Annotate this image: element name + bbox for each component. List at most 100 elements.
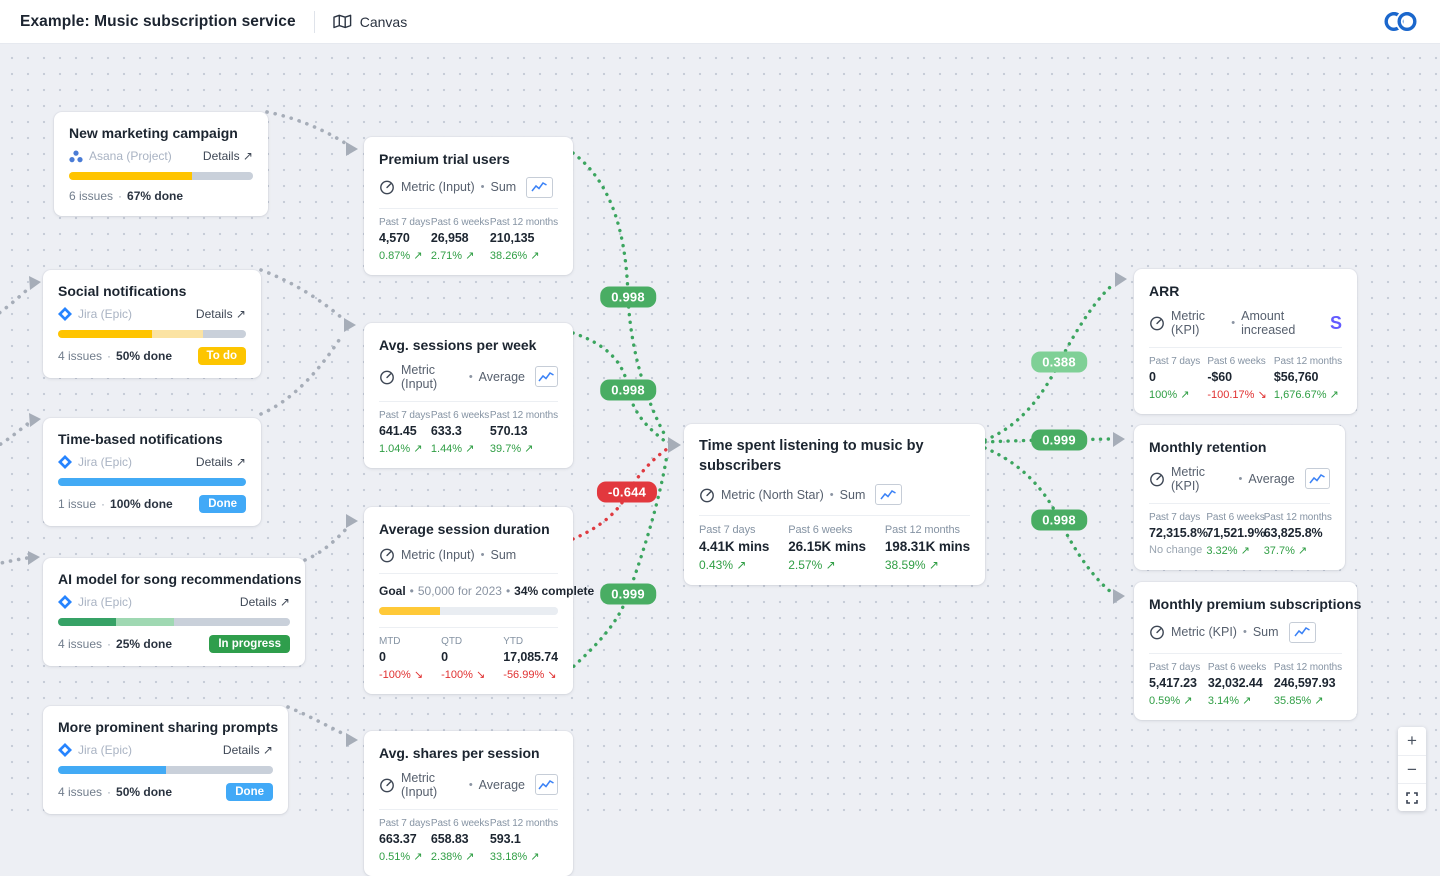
project-card-new-marketing-campaign[interactable]: New marketing campaign Asana (Project) D…	[54, 112, 268, 216]
done-percent: 100% done	[110, 497, 173, 511]
separator: •	[505, 583, 511, 598]
project-card-social-notifications[interactable]: Social notifications Jira (Epic) Details…	[43, 270, 261, 378]
details-link[interactable]: Details ↗	[239, 595, 290, 609]
correlation-badge[interactable]: 0.388	[1031, 351, 1087, 373]
separator: •	[1238, 472, 1243, 485]
stat-value: 570.13	[489, 423, 528, 438]
fullscreen-button[interactable]	[1398, 783, 1426, 811]
status-badge: Done	[199, 495, 246, 513]
stat-label: Past 6 weeks	[430, 817, 490, 829]
correlation-badge[interactable]: 0.998	[600, 286, 656, 308]
connector-timebased-avgsessions	[259, 332, 345, 416]
stat-value: 0	[379, 649, 386, 664]
details-link[interactable]: Details ↗	[195, 455, 246, 469]
stat-value: 210,135	[489, 230, 535, 245]
stat-value: 0	[441, 649, 448, 664]
top-bar: Example: Music subscription service Canv…	[0, 0, 1440, 44]
stat-label: Past 12 months	[489, 409, 558, 421]
chart-icon[interactable]	[535, 366, 558, 388]
separator: •	[1231, 316, 1236, 329]
stat-delta: 0.59% ↗	[1149, 694, 1193, 707]
metric-card-avg-shares-per-session[interactable]: Avg. shares per session Metric (Input) •…	[364, 731, 573, 876]
chart-icon[interactable]	[526, 176, 554, 198]
done-percent: 50% done	[116, 785, 173, 799]
stat-label: Past 7 days	[379, 216, 431, 228]
chart-icon[interactable]	[535, 774, 558, 796]
metric-type: Metric (Input)	[401, 770, 438, 799]
zoom-out-button[interactable]: −	[1398, 755, 1426, 783]
stat-label: Past 6 weeks	[1207, 661, 1267, 673]
header-divider	[313, 10, 315, 33]
done-percent: 67% done	[127, 189, 184, 203]
card-title: Premium trial users	[379, 151, 510, 167]
chart-icon[interactable]	[1288, 621, 1316, 643]
canvas[interactable]: New marketing campaign Asana (Project) D…	[0, 44, 1440, 876]
stat-delta: 33.18% ↗	[489, 850, 540, 863]
chart-icon[interactable]	[875, 484, 903, 506]
stat-label: Past 7 days	[1149, 355, 1201, 367]
details-link[interactable]: Details ↗	[222, 743, 273, 757]
tab-canvas[interactable]: Canvas	[333, 14, 407, 30]
separator: •	[468, 370, 473, 383]
jira-icon	[58, 595, 72, 609]
metric-card-avg-sessions-per-week[interactable]: Avg. sessions per week Metric (Input) • …	[364, 323, 573, 468]
project-card-ai-model[interactable]: AI model for song recommendations Jira (…	[43, 558, 305, 666]
connector-offscreen-aimodel	[0, 556, 29, 566]
stat-label: YTD	[503, 635, 523, 647]
stat-delta: 0.43% ↗	[699, 558, 747, 573]
zoom-in-button[interactable]: +	[1398, 727, 1426, 755]
stat-delta: 3.32% ↗	[1206, 544, 1250, 557]
separator: ·	[107, 349, 112, 363]
separator: •	[409, 583, 414, 598]
jira-icon	[58, 307, 72, 321]
separator: ·	[118, 189, 123, 203]
details-link[interactable]: Details ↗	[195, 307, 246, 321]
metric-aggregation: Amount increased	[1241, 308, 1296, 337]
project-card-time-based-notifications[interactable]: Time-based notifications Jira (Epic) Det…	[43, 418, 261, 526]
card-title: AI model for song recommendations	[58, 571, 302, 587]
source-label: Jira (Epic)	[78, 455, 133, 469]
gauge-icon	[1149, 315, 1165, 331]
separator: ·	[101, 497, 106, 511]
stat-label: Past 7 days	[1149, 661, 1201, 673]
stat-label: Past 7 days	[699, 524, 756, 537]
stat-delta: -100% ↘	[379, 668, 424, 681]
metric-card-premium-trial-users[interactable]: Premium trial users Metric (Input) • Sum…	[364, 137, 573, 275]
correlation-badge[interactable]: 0.999	[1031, 429, 1087, 451]
correlation-badge[interactable]: 0.998	[600, 379, 656, 401]
goal-progress-bar	[379, 606, 558, 615]
connector-social-avgsessions	[259, 268, 344, 320]
details-link[interactable]: Details ↗	[202, 149, 253, 163]
stat-label: Past 6 weeks	[788, 524, 853, 537]
progress-bar	[58, 766, 273, 774]
project-card-sharing-prompts[interactable]: More prominent sharing prompts Jira (Epi…	[43, 706, 288, 814]
metric-card-monthly-premium-subscriptions[interactable]: Monthly premium subscriptions Metric (KP…	[1134, 582, 1361, 720]
stat-value: 5,417.23	[1149, 675, 1197, 690]
metric-card-arr[interactable]: ARR Metric (KPI) • Amount increased S Pa…	[1134, 269, 1357, 414]
doubleloop-logo[interactable]	[1382, 8, 1420, 35]
correlation-badge[interactable]: 0.999	[600, 583, 656, 605]
metric-aggregation: Sum	[490, 547, 517, 562]
connector-aimodel-avgduration	[303, 526, 349, 562]
correlation-badge[interactable]: 0.998	[1031, 509, 1087, 531]
stat-delta: 100% ↗	[1149, 388, 1190, 401]
stat-label: Past 6 weeks	[1207, 355, 1266, 367]
goal-row: Goal • 50,000 for 2023 • 34% complete	[379, 583, 594, 598]
card-title: Time-based notifications	[58, 431, 223, 447]
stat-value: 17,085.74	[503, 649, 558, 664]
stat-value: 633.3	[430, 423, 462, 438]
correlation-badge[interactable]: -0.644	[596, 481, 658, 503]
metric-card-monthly-retention[interactable]: Monthly retention Metric (KPI) • Average…	[1134, 425, 1345, 570]
stat-value: 26,958	[430, 230, 469, 245]
chart-icon[interactable]	[1304, 468, 1330, 490]
issues-count: 4 issues	[58, 349, 103, 363]
metric-card-average-session-duration[interactable]: Average session duration Metric (Input) …	[364, 507, 594, 694]
metric-card-north-star-time-spent[interactable]: Time spent listening to music by subscri…	[684, 424, 985, 586]
stat-value: 658.83	[430, 831, 469, 846]
metric-type: Metric (KPI)	[1171, 625, 1237, 640]
stat-delta: 2.57% ↗	[788, 558, 836, 573]
metric-aggregation: Sum	[839, 487, 866, 502]
gauge-icon	[379, 777, 395, 793]
jira-icon	[58, 455, 72, 469]
issues-count: 6 issues	[69, 189, 114, 203]
